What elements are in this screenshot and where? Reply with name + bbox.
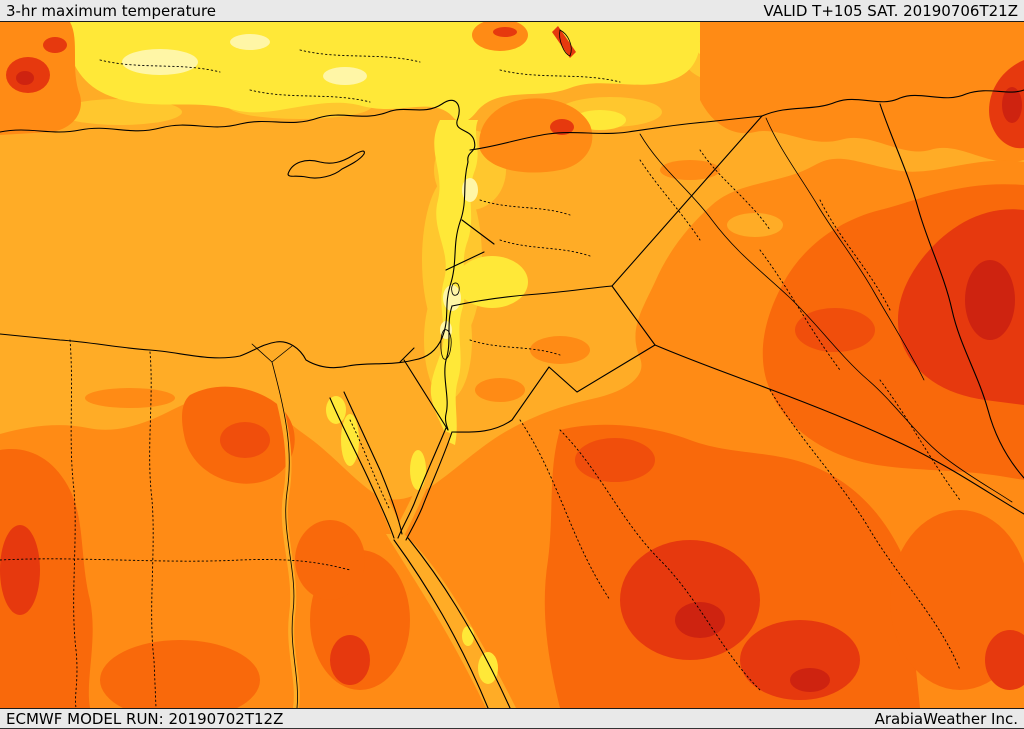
temperature-map-svg xyxy=(0,22,1024,708)
turkish-lake xyxy=(559,29,572,57)
header-bar: 3-hr maximum temperature VALID T+105 SAT… xyxy=(0,0,1024,22)
temperature-field xyxy=(0,22,1024,708)
model-run-label: ECMWF MODEL RUN: 20190702T12Z xyxy=(6,709,284,728)
nile-river xyxy=(271,361,298,708)
euphrates-river xyxy=(639,133,1013,503)
weather-map-canvas xyxy=(0,22,1024,708)
turkey-yellow xyxy=(68,22,700,123)
footer-bar: ECMWF MODEL RUN: 20190702T12Z ArabiaWeat… xyxy=(0,708,1024,729)
red-cores xyxy=(0,209,1024,700)
dead-sea xyxy=(440,329,452,360)
lakes xyxy=(440,29,572,360)
validity-label: VALID T+105 SAT. 20190706T21Z xyxy=(763,1,1018,20)
galilee-yellow xyxy=(456,256,528,308)
page-title: 3-hr maximum temperature xyxy=(6,1,217,20)
coastlines xyxy=(0,99,511,708)
attribution-label: ArabiaWeather Inc. xyxy=(874,709,1018,728)
admin-boundaries xyxy=(0,49,961,708)
levant-yellow-strip xyxy=(430,120,478,445)
tigris-river xyxy=(765,117,925,381)
cyprus-island xyxy=(287,150,365,179)
rivers xyxy=(251,117,1013,708)
country-borders xyxy=(399,89,1024,515)
orange-accents xyxy=(85,160,783,408)
nile-valley xyxy=(267,363,300,708)
sea-of-galilee xyxy=(451,282,460,296)
